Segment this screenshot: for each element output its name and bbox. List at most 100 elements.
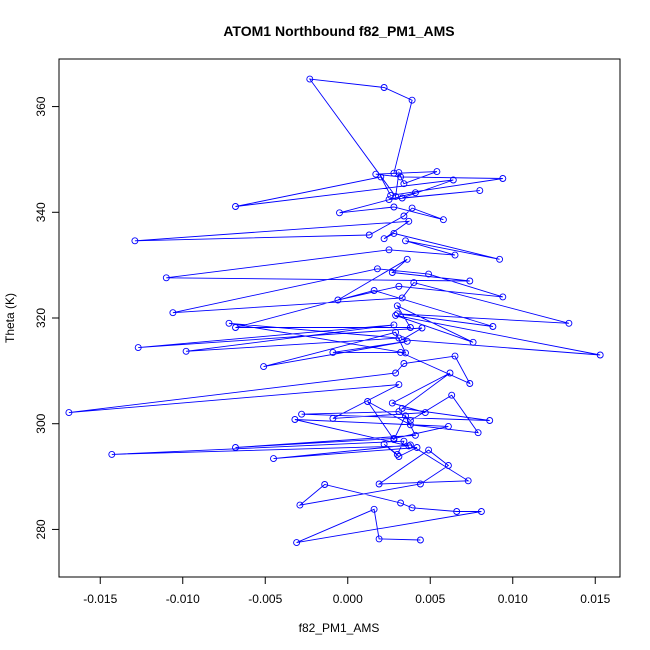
data-point	[499, 293, 507, 301]
data-point	[134, 344, 142, 352]
data-point	[397, 173, 405, 181]
data-point	[411, 431, 419, 439]
data-point	[446, 369, 454, 377]
data-point	[425, 270, 433, 278]
data-point	[293, 539, 301, 547]
chart-title: ATOM1 Northbound f82_PM1_AMS	[223, 23, 454, 39]
data-point	[406, 421, 414, 429]
data-point	[466, 380, 474, 387]
data-point	[260, 363, 268, 371]
data-point	[392, 192, 400, 200]
data-point	[403, 337, 411, 345]
data-point	[364, 398, 372, 405]
data-point	[449, 176, 457, 184]
data-point	[388, 399, 396, 407]
data-point	[403, 255, 411, 263]
data-point	[416, 536, 424, 544]
x-tick-label: -0.005	[248, 592, 282, 606]
data-point	[169, 309, 177, 317]
data-point	[393, 450, 401, 458]
data-point	[385, 246, 393, 254]
data-point	[370, 287, 378, 294]
y-tick-label: 320	[34, 308, 48, 328]
data-point	[596, 351, 604, 359]
series-line	[68, 78, 601, 544]
data-point	[108, 450, 116, 458]
data-point	[464, 477, 472, 485]
data-point	[416, 480, 424, 488]
x-tick-label: -0.010	[166, 592, 200, 606]
data-point	[270, 455, 277, 463]
data-point	[392, 369, 400, 377]
data-point	[398, 336, 406, 344]
data-point	[395, 381, 403, 389]
data-point	[370, 505, 378, 513]
data-point	[162, 274, 170, 282]
data-point	[408, 204, 416, 212]
data-point	[398, 404, 406, 412]
data-point	[365, 231, 373, 239]
data-point	[477, 508, 485, 515]
data-point	[298, 410, 306, 418]
data-point	[65, 409, 73, 417]
data-point	[131, 237, 139, 245]
data-point	[390, 229, 398, 237]
data-point	[400, 360, 408, 367]
data-point	[486, 417, 494, 424]
y-tick-label: 280	[34, 519, 48, 539]
data-point	[385, 196, 393, 204]
data-point	[387, 191, 395, 199]
y-axis-label: Theta (K)	[3, 293, 17, 343]
data-point	[395, 282, 403, 290]
data-point	[373, 265, 381, 273]
data-point	[405, 442, 413, 450]
data-point	[444, 422, 452, 430]
data-point	[402, 349, 409, 357]
plot-frame	[58, 58, 621, 578]
x-axis: -0.015 -0.010 -0.005 0.000 0.005 0.010 0.015	[83, 577, 611, 606]
data-point	[398, 294, 406, 302]
data-point	[232, 203, 239, 210]
data-point	[398, 194, 406, 202]
data-point	[448, 391, 456, 399]
data-point	[380, 235, 388, 243]
y-tick-label: 300	[34, 413, 48, 433]
data-point	[466, 277, 474, 285]
data-point	[402, 237, 409, 245]
x-tick-label: 0.010	[498, 592, 528, 606]
series-layer	[65, 75, 604, 547]
data-point	[451, 352, 459, 360]
data-point	[390, 321, 398, 329]
data-point	[408, 96, 416, 104]
data-point	[291, 416, 299, 423]
data-point	[421, 409, 429, 417]
data-point	[400, 437, 408, 445]
data-point	[380, 440, 388, 448]
data-point	[380, 84, 388, 91]
data-point	[390, 169, 398, 177]
data-point	[397, 348, 405, 356]
data-point	[439, 216, 447, 224]
data-point	[400, 212, 408, 220]
data-point	[232, 444, 239, 451]
data-point	[182, 347, 190, 355]
data-point	[406, 441, 414, 449]
data-point	[469, 338, 477, 346]
data-point	[321, 481, 329, 488]
data-point	[390, 436, 398, 444]
x-tick-label: -0.015	[83, 592, 117, 606]
y-axis: 280 300 320 340 360	[34, 96, 59, 539]
y-tick-label: 360	[34, 96, 48, 116]
data-point	[329, 414, 337, 422]
data-point	[406, 417, 414, 424]
data-point	[395, 334, 403, 342]
data-point	[499, 175, 507, 182]
data-point	[565, 319, 573, 327]
data-point	[296, 501, 304, 509]
data-point	[451, 251, 459, 259]
data-point	[392, 328, 400, 336]
data-point	[425, 446, 433, 454]
data-point	[306, 75, 314, 83]
data-point	[410, 279, 418, 287]
